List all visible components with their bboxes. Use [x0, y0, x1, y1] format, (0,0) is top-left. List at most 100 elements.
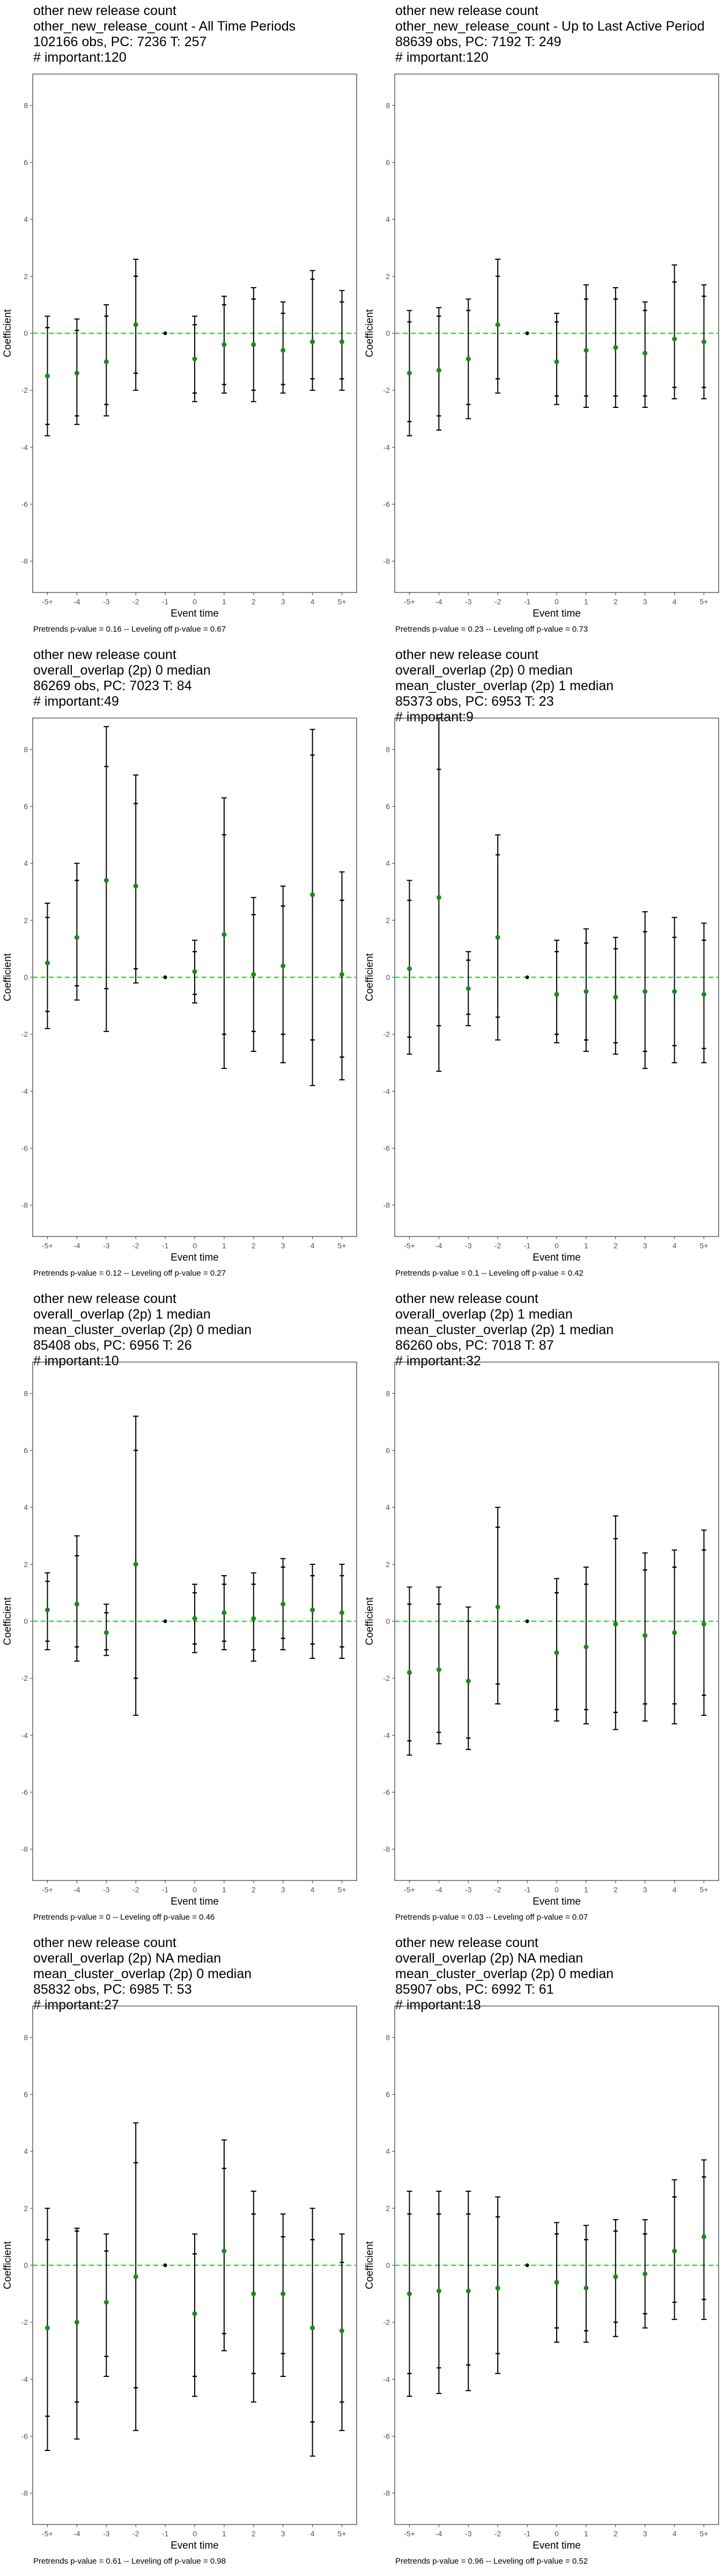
x-tick-label: -1: [524, 1885, 531, 1894]
coefficient-point: [583, 2285, 589, 2290]
coefficient-point: [642, 2271, 648, 2277]
x-tick-label: 5+: [700, 597, 708, 606]
coefficient-point: [104, 878, 109, 883]
estimate-group: [407, 2191, 412, 2397]
x-tick-label: 4: [673, 2529, 677, 2538]
x-tick-label: 1: [584, 1885, 588, 1894]
x-tick-label: 0: [193, 597, 197, 606]
y-tick-label: -6: [21, 1788, 28, 1796]
x-tick-label: 1: [222, 2529, 226, 2538]
y-tick-label: -8: [21, 2489, 28, 2498]
estimate-group: [250, 897, 256, 1052]
coefficient-point: [642, 989, 648, 994]
coefficient-point: [310, 339, 315, 345]
y-tick-label: -8: [383, 557, 390, 566]
estimate-group: [495, 834, 501, 1041]
panel-title-line: # important:49: [33, 694, 119, 709]
panel-title-line: mean_cluster_overlap (2p) 0 median: [395, 1966, 614, 1981]
y-tick-label: -2: [21, 2318, 28, 2326]
y-tick-label: -6: [383, 500, 390, 508]
estimate-group: [436, 718, 442, 1072]
coefficient-point: [583, 989, 589, 994]
panel-title-line: 85408 obs, PC: 6956 T: 26: [33, 1338, 192, 1353]
estimate-group: [309, 1563, 315, 1659]
coefficient-point: [407, 1670, 412, 1675]
estimate-group: [436, 307, 442, 431]
x-axis-label: Event time: [171, 2540, 219, 2551]
coefficient-point: [104, 2300, 109, 2305]
y-tick-label: 8: [386, 2033, 390, 2041]
x-tick-label: 3: [281, 1885, 285, 1894]
coefficient-point: [163, 2263, 167, 2267]
coefficient-point: [613, 345, 618, 350]
estimate-group: [192, 2233, 197, 2397]
y-tick-label: 2: [24, 2204, 28, 2213]
y-tick-label: 2: [24, 916, 28, 925]
x-tick-label: 2: [614, 1885, 618, 1894]
coefficient-point: [642, 1633, 648, 1638]
estimate-group: [554, 940, 559, 1044]
estimate-group: [583, 2224, 589, 2343]
estimate-group: [74, 862, 80, 1001]
coefficient-point: [251, 2291, 256, 2296]
x-axis-label: Event time: [533, 1896, 581, 1907]
coefficient-point: [280, 1601, 286, 1607]
estimate-group: [583, 284, 589, 408]
panel-title-line: mean_cluster_overlap (2p) 1 median: [395, 678, 614, 693]
estimate-group: [309, 270, 315, 391]
coefficient-point: [133, 2274, 138, 2279]
coefficient-point: [554, 359, 559, 364]
panel-title-line: mean_cluster_overlap (2p) 0 median: [33, 1322, 252, 1337]
x-tick-label: 0: [555, 597, 559, 606]
estimate-group: [104, 2233, 109, 2377]
estimate-group: [495, 2196, 501, 2374]
panel-title-line: other new release count: [33, 1935, 176, 1950]
x-tick-label: 1: [584, 2529, 588, 2538]
coefficient-point: [436, 2288, 441, 2294]
x-tick-label: -4: [435, 1885, 442, 1894]
estimate-group: [221, 296, 227, 394]
x-tick-label: 3: [643, 1885, 647, 1894]
coefficient-point: [495, 2285, 500, 2290]
coefficient-point: [407, 370, 412, 376]
x-tick-label: 2: [252, 597, 256, 606]
coefficient-point: [74, 2319, 79, 2325]
coefficient-point: [613, 1621, 618, 1627]
x-tick-label: 5+: [338, 597, 346, 606]
y-tick-label: -2: [21, 386, 28, 394]
x-tick-label: 0: [193, 1885, 197, 1894]
coefficient-point: [280, 348, 286, 353]
panel-title-line: # important:120: [395, 50, 489, 65]
x-tick-label: -4: [435, 1241, 442, 1250]
coefficient-point: [163, 1619, 167, 1623]
x-tick-label: 5+: [338, 1885, 346, 1894]
panel-title-line: other new release count: [395, 1291, 538, 1306]
pvalue-caption: Pretrends p-value = 0.61 -- Leveling off…: [33, 2557, 226, 2566]
estimate-group: [309, 2207, 315, 2457]
estimate-group: [671, 2179, 677, 2320]
x-tick-label: 4: [673, 1241, 677, 1250]
x-tick-label: -2: [132, 597, 139, 606]
y-tick-label: 6: [24, 1446, 28, 1455]
coefficient-point: [583, 348, 589, 353]
estimate-group: [554, 2222, 559, 2343]
estimate-group: [466, 951, 471, 1027]
x-axis-label: Event time: [533, 1252, 581, 1263]
estimate-group: [612, 936, 618, 1055]
coefficient-point: [192, 969, 197, 974]
event-study-panel: other new release count overall_overlap (…: [0, 1932, 362, 2576]
x-tick-label: -2: [494, 597, 501, 606]
estimate-group: [642, 1552, 648, 1722]
y-tick-label: 6: [386, 802, 390, 811]
y-tick-label: -4: [383, 1087, 390, 1095]
coefficient-point: [192, 356, 197, 362]
coefficient-point: [339, 339, 345, 345]
y-axis-label: Coefficient: [2, 2241, 13, 2289]
coefficient-point: [613, 994, 618, 1000]
coefficient-point: [407, 966, 412, 971]
coefficient-point: [525, 331, 529, 335]
x-tick-label: -5+: [404, 2529, 415, 2538]
x-tick-label: -1: [162, 1241, 169, 1250]
estimate-group: [104, 304, 109, 416]
y-axis-label: Coefficient: [364, 2241, 375, 2289]
